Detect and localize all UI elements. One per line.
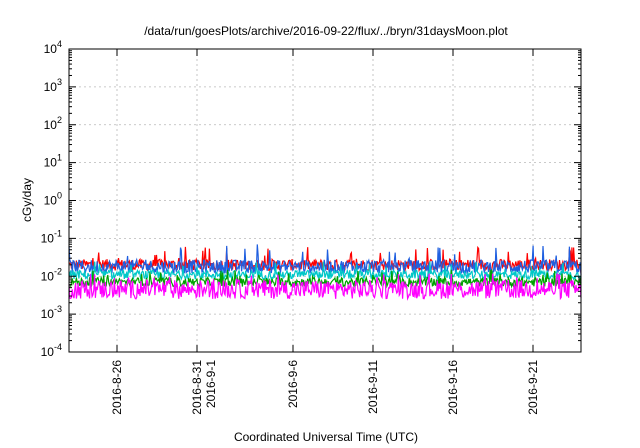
y-tick-label: 10-3 — [41, 304, 62, 321]
x-tick-label: 2016-9-6 — [286, 360, 300, 408]
y-tick-label: 10-4 — [41, 342, 62, 359]
x-tick-label: 2016-9-11 — [366, 360, 380, 414]
y-tick-label: 101 — [44, 153, 62, 170]
plot-frame — [68, 48, 582, 353]
grid-layer — [69, 49, 581, 352]
series-line-5 — [68, 273, 582, 301]
y-tick-label: 102 — [44, 115, 62, 132]
chart-title: /data/run/goesPlots/archive/2016-09-22/f… — [144, 24, 508, 38]
x-tick-label: 2016-9-21 — [526, 360, 540, 415]
x-tick-label: 2016-9-1 — [204, 360, 218, 408]
x-tick-label: 2016-9-16 — [446, 360, 460, 415]
y-tick-label: 10-2 — [41, 266, 62, 283]
x-tick-label: 2016-8-31 — [190, 360, 204, 415]
x-tick-label: 2016-8-26 — [110, 360, 124, 415]
y-tick-label: 103 — [44, 77, 62, 94]
y-axis-label: cGy/day — [20, 178, 34, 222]
y-tick-label: 10-1 — [41, 228, 62, 245]
y-tick-label: 104 — [44, 39, 62, 56]
series-line-3 — [68, 261, 582, 284]
series-layer — [68, 244, 582, 301]
x-axis-label: Coordinated Universal Time (UTC) — [234, 430, 418, 444]
axes-layer: 10-4 10-3 10-2 10-1 100 101 102 103 104 2016-8-26… — [41, 39, 582, 415]
y-tick-label: 100 — [44, 191, 62, 208]
